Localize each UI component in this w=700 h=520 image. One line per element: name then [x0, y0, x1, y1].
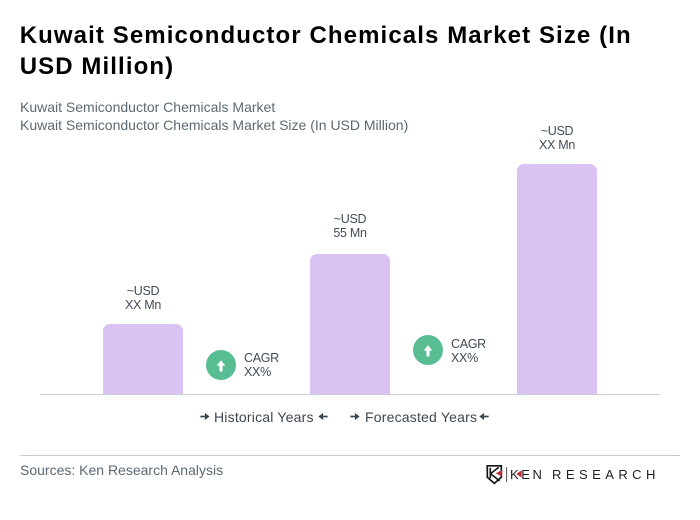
svg-text:KEN: KEN — [510, 467, 545, 482]
svg-text:RESEARCH: RESEARCH — [552, 467, 657, 482]
